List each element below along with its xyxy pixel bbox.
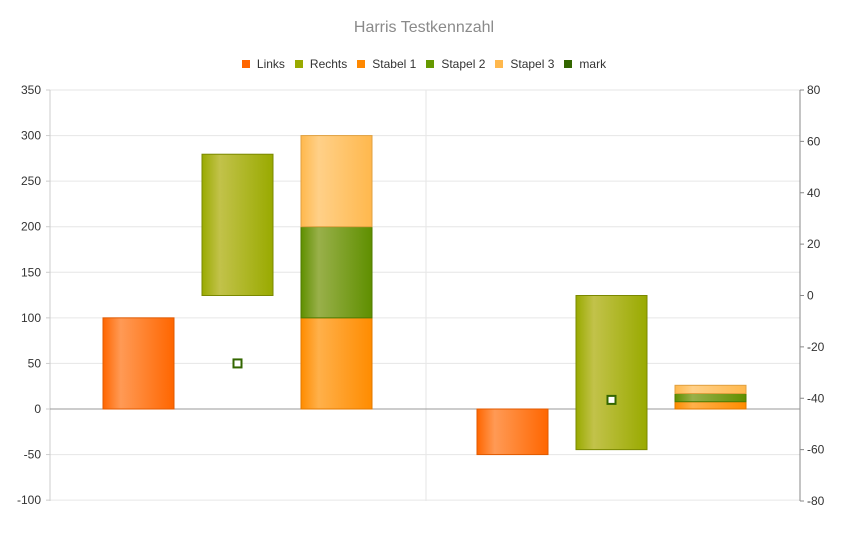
- left-tick-label: 50: [28, 356, 42, 370]
- legend-label: Rechts: [309, 57, 348, 71]
- legend-label: Stapel 3: [510, 57, 555, 71]
- legend-item[interactable]: Stabel 1: [357, 57, 416, 71]
- legend-item[interactable]: mark: [564, 57, 606, 71]
- legend-swatch: [241, 60, 250, 68]
- legend-label: mark: [579, 57, 607, 71]
- legend-swatch: [357, 60, 366, 68]
- legend-swatch: [564, 60, 573, 68]
- right-tick-label: -60: [807, 443, 825, 457]
- left-tick-label: 250: [21, 174, 41, 188]
- legend: Links Rechts Stabel 1 Stapel 2 Stapel 3 mark: [0, 57, 848, 71]
- left-tick-label: 100: [21, 311, 41, 325]
- left-tick-label: 350: [21, 83, 41, 97]
- right-tick-label: -20: [807, 340, 825, 354]
- legend-label: Links: [256, 57, 285, 71]
- legend-swatch: [426, 60, 435, 68]
- bar-stapel-3: [674, 384, 747, 395]
- legend-item[interactable]: Rechts: [294, 57, 348, 71]
- legend-label: Stabel 1: [372, 57, 417, 71]
- bar-links: [476, 408, 549, 456]
- right-tick-label: 0: [807, 289, 814, 303]
- left-tick-label: 0: [34, 402, 41, 416]
- left-tick-label: 150: [21, 265, 41, 279]
- bar-rechts: [575, 295, 648, 451]
- legend-item[interactable]: Stapel 2: [426, 57, 485, 71]
- right-tick-label: -40: [807, 391, 825, 405]
- mark-point: [232, 358, 243, 369]
- left-tick-label: 200: [21, 220, 41, 234]
- chart-title: Harris Testkennzahl: [353, 19, 495, 36]
- left-tick-label: -50: [24, 448, 42, 462]
- bar-rechts: [201, 153, 274, 296]
- legend-item[interactable]: Links: [241, 57, 285, 71]
- right-tick-label: -80: [807, 494, 825, 508]
- bar-stabel-1: [300, 317, 373, 410]
- legend-swatch: [294, 60, 303, 68]
- legend-swatch: [495, 60, 504, 68]
- left-tick-label: -100: [17, 493, 41, 507]
- bar-stapel-2: [300, 226, 373, 319]
- right-tick-label: 20: [807, 237, 821, 251]
- bar-links: [102, 317, 175, 410]
- mark-point: [606, 394, 617, 405]
- right-tick-label: 60: [807, 134, 821, 148]
- legend-item[interactable]: Stapel 3: [495, 57, 554, 71]
- bar-stapel-2: [674, 393, 747, 403]
- right-tick-label: 80: [807, 83, 821, 97]
- left-tick-label: 300: [21, 129, 41, 143]
- bar-stabel-1: [674, 401, 747, 410]
- legend-label: Stapel 2: [441, 57, 486, 71]
- bar-stapel-3: [300, 135, 373, 228]
- right-tick-label: 40: [807, 186, 821, 200]
